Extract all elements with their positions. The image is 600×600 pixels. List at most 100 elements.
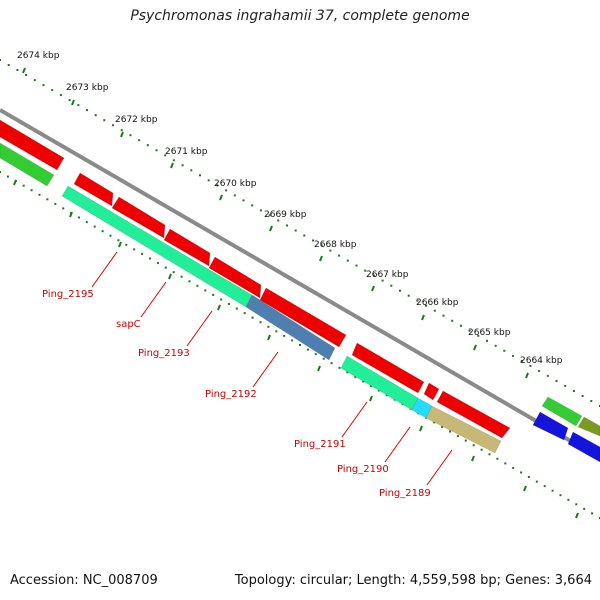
tick-dot xyxy=(117,239,120,242)
tick-dot xyxy=(138,139,141,142)
tick-dot xyxy=(441,425,444,428)
kbp-label: 2671 kbp xyxy=(165,147,208,157)
major-tick xyxy=(317,365,321,372)
tick-dot xyxy=(581,395,584,397)
tick-dot xyxy=(407,294,410,297)
tick-dot xyxy=(275,330,278,333)
gene-feature-reverse xyxy=(425,405,502,454)
major-tick xyxy=(217,304,221,311)
major-tick xyxy=(219,194,223,201)
kbp-labels: 2674 kbp 2673 kbp 2672 kbp 2671 kbp 2670… xyxy=(17,51,563,366)
tick-dot xyxy=(480,448,483,451)
tick-dot xyxy=(164,266,167,269)
tick-dot xyxy=(207,179,210,182)
gene-feature-forward xyxy=(0,119,65,171)
gene-label: sapC xyxy=(116,319,141,330)
major-tick xyxy=(69,211,73,218)
tick-dot xyxy=(146,144,149,147)
gene-feature-reverse xyxy=(532,411,569,441)
tick-dot xyxy=(199,174,201,177)
tick-dot xyxy=(496,457,499,460)
tick-dot xyxy=(196,284,199,287)
gene-label: Ping_2190 xyxy=(337,464,389,475)
topology-text: Topology: circular; Length: 4,559,598 bp… xyxy=(234,573,592,588)
major-tick xyxy=(319,255,323,262)
tick-dot xyxy=(243,312,246,315)
tick-dot xyxy=(512,466,515,469)
tick-dot xyxy=(294,229,297,232)
tick-dot xyxy=(190,169,193,172)
tick-dot xyxy=(543,485,546,488)
tick-dot xyxy=(322,357,325,360)
tick-dot xyxy=(51,89,54,92)
tick-dot xyxy=(551,489,554,492)
major-tick xyxy=(421,314,425,321)
tick-dot xyxy=(555,379,558,382)
kbp-label: 2668 kbp xyxy=(314,240,357,250)
tick-dot xyxy=(172,271,175,274)
tick-dot xyxy=(535,480,538,483)
tick-dot xyxy=(468,329,471,332)
gene-feature-reverse xyxy=(245,294,336,361)
major-tick xyxy=(168,273,172,280)
tick-dot xyxy=(433,421,436,424)
tick-dot xyxy=(520,471,523,474)
tick-dot xyxy=(355,264,358,267)
tick-dot xyxy=(233,194,236,197)
tick-dot xyxy=(283,334,286,337)
gene-feature-forward xyxy=(111,196,166,239)
tick-dot xyxy=(591,512,594,515)
major-tick xyxy=(267,334,271,341)
tick-dot xyxy=(277,219,280,222)
tick-dot xyxy=(529,364,532,367)
major-tick xyxy=(22,67,26,74)
tick-dot xyxy=(0,171,1,173)
tick-dot xyxy=(180,275,183,278)
tick-dot xyxy=(62,207,65,210)
tick-dot xyxy=(268,214,271,217)
tick-dot xyxy=(172,159,175,162)
tick-dot xyxy=(354,375,357,378)
kbp-label: 2664 kbp xyxy=(520,356,563,366)
gene-features xyxy=(0,119,600,463)
accession-text: Accession: NC_008709 xyxy=(10,573,158,588)
tick-dot xyxy=(583,507,586,510)
label-line xyxy=(91,251,118,288)
tick-dot xyxy=(546,374,549,377)
kbp-label: 2667 kbp xyxy=(366,270,409,280)
gene-feature-forward xyxy=(163,228,211,267)
tick-dot xyxy=(370,385,373,387)
major-tick xyxy=(71,99,75,106)
gene-feature-forward xyxy=(208,256,262,299)
gene-label: Ping_2195 xyxy=(42,289,94,300)
label-line xyxy=(341,401,368,438)
tick-dot xyxy=(101,230,104,233)
tick-dot xyxy=(559,494,562,497)
tick-dot xyxy=(449,430,451,433)
kbp-label: 2670 kbp xyxy=(214,179,257,189)
major-tick xyxy=(120,131,124,138)
tick-dot xyxy=(520,359,523,362)
major-tick xyxy=(525,372,529,379)
tick-dot xyxy=(456,435,459,438)
tick-dot xyxy=(46,198,49,201)
tick-dot xyxy=(141,252,144,255)
tick-dot xyxy=(220,298,223,301)
genome-backbone xyxy=(0,108,600,460)
major-tick xyxy=(371,285,375,292)
tick-dot xyxy=(564,384,567,387)
tick-dot xyxy=(330,362,333,365)
tick-dot xyxy=(259,321,262,324)
tick-dot xyxy=(425,304,428,307)
kbp-label: 2674 kbp xyxy=(17,51,60,61)
kbp-label: 2665 kbp xyxy=(468,328,511,338)
tick-dot xyxy=(68,99,71,102)
tick-dot xyxy=(503,349,506,352)
tick-dot xyxy=(314,353,317,356)
tick-dot xyxy=(390,284,393,287)
tick-dot xyxy=(149,257,151,260)
tick-dot xyxy=(464,439,467,442)
tick-dot xyxy=(372,274,375,277)
tick-dot xyxy=(538,369,541,372)
